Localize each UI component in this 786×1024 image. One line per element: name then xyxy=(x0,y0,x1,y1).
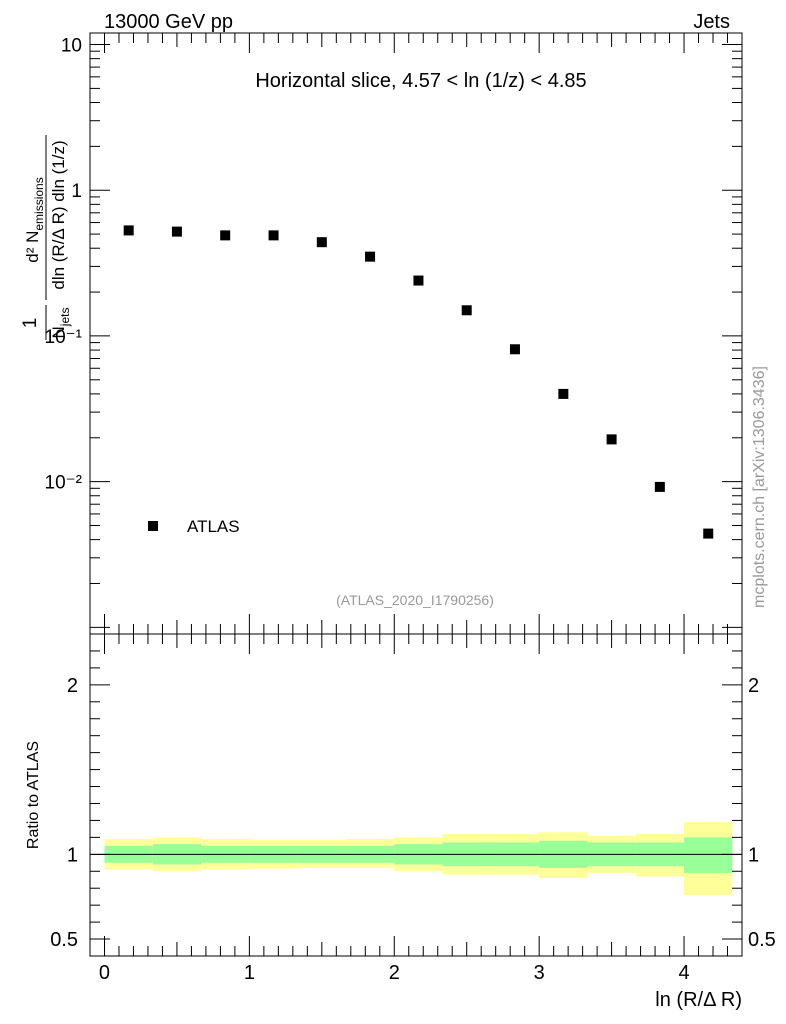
y-title-one: 1 xyxy=(20,318,41,329)
main-frame xyxy=(89,32,743,635)
main-axis-ticks xyxy=(90,33,743,635)
analysis-watermark: (ATLAS_2020_I1790256) xyxy=(336,592,494,608)
x-tick-label: 2 xyxy=(389,962,400,984)
main-panel: 10 1 10⁻¹ 10⁻² Horizontal slice, 4.57 < ln … xyxy=(20,32,743,635)
data-point xyxy=(606,434,617,445)
main-y-tick-label: 10⁻¹ xyxy=(45,327,83,348)
header-jets-label: Jets xyxy=(693,11,730,33)
x-tick-label: 4 xyxy=(678,962,689,984)
x-tick-label: 0 xyxy=(99,962,110,984)
data-point xyxy=(461,305,472,316)
chart-title: Horizontal slice, 4.57 < ln (1/z) < 4.85 xyxy=(255,70,586,92)
main-y-axis-title: d² Nemissions dln (R/Δ R) dln (1/z) 1 Nj… xyxy=(20,135,72,340)
ratio-frame xyxy=(89,633,743,957)
side-reference-label: mcplots.cern.ch [arXiv:1306.3436] xyxy=(751,366,768,608)
ratio-axis-ticks xyxy=(90,633,743,957)
y-title-numerator: d² Nemissions xyxy=(23,177,46,262)
stat-uncertainty-band xyxy=(684,837,733,873)
main-y-tick-labels: 10 1 10⁻¹ 10⁻² xyxy=(45,36,83,494)
legend-label: ATLAS xyxy=(187,517,240,536)
x-tick-label: 1 xyxy=(244,962,255,984)
data-point xyxy=(316,237,327,248)
ratio-y-tick-labels: 0.5 0.5 1 1 2 2 xyxy=(50,675,776,951)
main-y-tick-label: 1 xyxy=(71,181,82,202)
data-point xyxy=(413,275,424,286)
ratio-y-tick-label-right: 2 xyxy=(748,675,759,697)
data-point xyxy=(220,230,231,241)
data-point xyxy=(703,528,714,539)
legend-marker xyxy=(148,521,158,531)
data-point xyxy=(509,344,520,355)
data-point xyxy=(654,481,665,492)
ratio-y-tick-label-right: 1 xyxy=(748,844,759,866)
data-point xyxy=(365,251,376,262)
data-point xyxy=(558,388,569,399)
data-points xyxy=(123,225,714,539)
x-axis-title: ln (R/Δ R) xyxy=(655,989,742,1011)
x-tick-label: 3 xyxy=(534,962,545,984)
header-energy-label: 13000 GeV pp xyxy=(104,11,233,33)
y-title-denominator: dln (R/Δ R) dln (1/z) xyxy=(49,140,68,289)
data-point xyxy=(171,226,182,237)
ratio-y-tick-label-left: 0.5 xyxy=(50,929,78,951)
data-point xyxy=(268,230,279,241)
main-y-tick-label: 10 xyxy=(61,36,82,57)
main-y-tick-label: 10⁻² xyxy=(45,473,83,494)
ratio-y-tick-label-left: 2 xyxy=(67,675,78,697)
ratio-x-tick-labels: 0 1 2 3 4 xyxy=(99,962,690,984)
ratio-y-tick-label-left: 1 xyxy=(67,844,78,866)
ratio-y-axis-title: Ratio to ATLAS xyxy=(25,741,42,849)
ratio-y-tick-label-right: 0.5 xyxy=(748,929,776,951)
ratio-bands xyxy=(104,822,733,895)
data-point xyxy=(123,225,134,236)
ratio-panel: 0.5 0.5 1 1 2 2 0 1 2 3 4 Ratio to ATLAS ln (R/Δ … xyxy=(25,633,776,1011)
